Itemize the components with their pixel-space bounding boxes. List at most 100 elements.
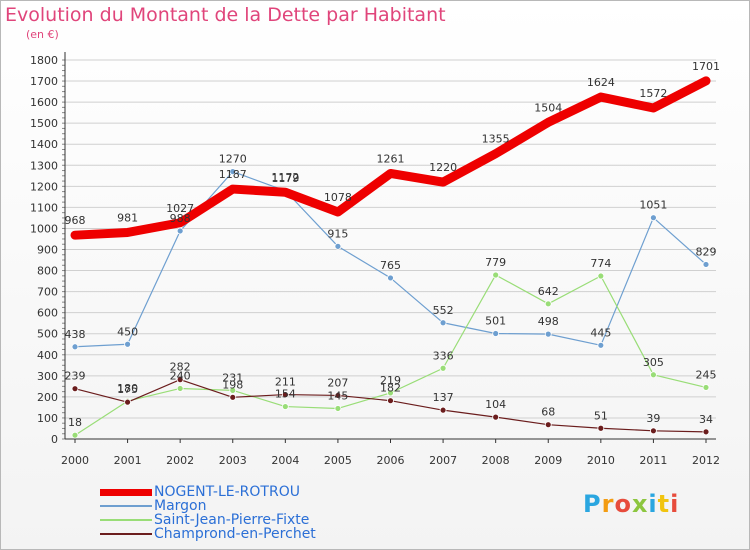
y-tick-label: 1700 [30, 75, 58, 88]
data-point [702, 384, 710, 391]
data-label: 180 [117, 382, 138, 395]
data-label: 1572 [639, 87, 667, 100]
data-point [176, 385, 184, 392]
data-point [492, 271, 500, 279]
x-tick-label: 2012 [692, 454, 720, 467]
data-label: 774 [590, 257, 611, 270]
data-label: 68 [541, 406, 555, 419]
x-tick-label: 2008 [482, 454, 510, 467]
y-tick-label: 900 [37, 244, 58, 257]
legend-label: NOGENT-LE-ROTROU [154, 484, 300, 500]
legend-swatch [100, 519, 152, 521]
data-label: 765 [380, 259, 401, 272]
x-tick-label: 2011 [639, 454, 667, 467]
x-tick-label: 2009 [534, 454, 562, 467]
data-label: 988 [170, 212, 191, 225]
data-label: 1624 [587, 76, 615, 89]
data-point [439, 319, 447, 327]
data-label: 1261 [377, 152, 405, 165]
y-tick-label: 200 [37, 391, 58, 404]
y-tick-label: 1200 [30, 180, 58, 193]
series-line-0 [70, 76, 711, 240]
data-label: 450 [117, 325, 138, 338]
data-point [702, 261, 710, 268]
data-label: 1504 [534, 101, 562, 114]
data-label: 240 [170, 369, 191, 382]
y-tick-label: 600 [37, 307, 58, 320]
data-label: 336 [433, 349, 454, 362]
data-label: 915 [327, 227, 348, 240]
data-point [176, 376, 184, 384]
data-point [71, 385, 79, 393]
data-label: 231 [222, 371, 243, 384]
y-tick-label: 700 [37, 286, 58, 299]
data-label: 207 [327, 376, 348, 389]
legend-label: Margon [154, 498, 207, 514]
x-tick-label: 2003 [219, 454, 247, 467]
data-point [492, 330, 500, 337]
data-label: 137 [433, 391, 454, 404]
data-label: 438 [65, 328, 86, 341]
legend-label: Saint-Jean-Pierre-Fixte [154, 512, 310, 528]
data-label: 1179 [271, 172, 299, 185]
y-tick-label: 800 [37, 265, 58, 278]
data-label: 211 [275, 376, 296, 389]
data-point [439, 406, 447, 414]
y-tick-label: 400 [37, 349, 58, 362]
data-point [229, 168, 237, 175]
y-tick-label: 300 [37, 370, 58, 383]
data-point [702, 428, 710, 436]
data-label: 445 [590, 326, 611, 339]
data-label: 501 [485, 315, 506, 328]
data-point [650, 214, 657, 222]
data-point [71, 343, 79, 351]
data-point [334, 242, 342, 250]
data-label: 1270 [219, 153, 247, 166]
data-label: 1051 [639, 199, 667, 212]
data-label: 1172 [271, 171, 299, 184]
x-tick-label: 2005 [324, 454, 352, 467]
data-label: 145 [327, 389, 348, 402]
data-label: 182 [380, 382, 401, 395]
data-point [387, 274, 394, 282]
data-point [597, 424, 605, 432]
x-tick-label: 2004 [271, 454, 299, 467]
data-label: 1078 [324, 191, 352, 204]
x-tick-label: 2002 [166, 454, 194, 467]
legend-swatch [100, 505, 152, 507]
data-point [597, 341, 605, 349]
data-point [492, 413, 500, 421]
data-label: 1220 [429, 161, 457, 174]
data-label: 39 [646, 412, 660, 425]
data-label: 1187 [219, 168, 247, 181]
data-label: 198 [222, 378, 243, 391]
data-point [229, 393, 237, 401]
data-label: 779 [485, 256, 506, 269]
y-tick-label: 1600 [30, 96, 58, 109]
data-point [650, 427, 657, 435]
data-point [544, 330, 552, 338]
y-tick-label: 1800 [30, 54, 58, 67]
data-label: 968 [65, 214, 86, 227]
data-point [544, 300, 552, 308]
data-label: 51 [594, 409, 608, 422]
x-tick-label: 2001 [114, 454, 142, 467]
legend-swatch [100, 533, 152, 535]
data-label: 305 [643, 356, 664, 369]
data-point [229, 386, 237, 394]
data-point [281, 403, 289, 410]
data-point [334, 405, 342, 412]
x-tick-label: 2006 [377, 454, 405, 467]
y-tick-label: 0 [51, 433, 58, 446]
y-tick-label: 1100 [30, 201, 58, 214]
data-label: 175 [117, 383, 138, 396]
data-label: 642 [538, 285, 559, 298]
legend-swatch [100, 489, 152, 496]
data-label: 34 [699, 413, 713, 426]
data-label: 104 [485, 398, 506, 411]
x-tick-label: 2007 [429, 454, 457, 467]
data-point [650, 371, 657, 379]
y-tick-label: 500 [37, 328, 58, 341]
